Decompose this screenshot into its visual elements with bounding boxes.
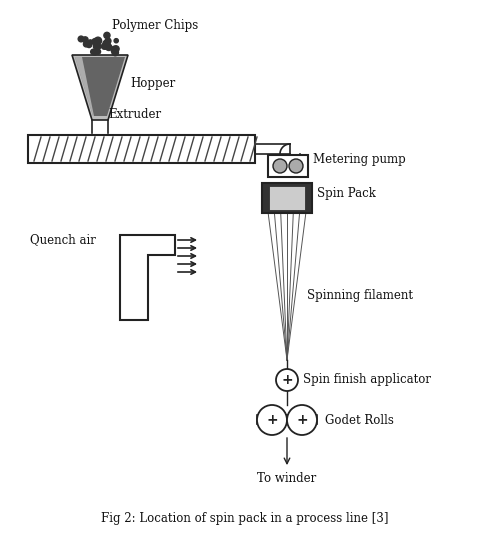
Circle shape xyxy=(289,159,303,173)
Text: Godet Rolls: Godet Rolls xyxy=(325,413,394,427)
Circle shape xyxy=(103,40,110,47)
Circle shape xyxy=(91,49,96,54)
Bar xyxy=(257,415,317,424)
Circle shape xyxy=(95,37,101,44)
Circle shape xyxy=(257,405,287,435)
Circle shape xyxy=(88,40,93,45)
Circle shape xyxy=(287,405,317,435)
Polygon shape xyxy=(120,235,175,320)
Text: +: + xyxy=(281,373,293,387)
Text: Hopper: Hopper xyxy=(130,76,175,90)
Bar xyxy=(268,155,308,177)
Bar xyxy=(269,186,305,210)
Circle shape xyxy=(112,46,117,52)
Circle shape xyxy=(82,37,88,43)
Polygon shape xyxy=(75,57,94,116)
Circle shape xyxy=(114,38,118,43)
Text: +: + xyxy=(266,413,278,427)
Text: Fig 2: Location of spin pack in a process line [3]: Fig 2: Location of spin pack in a proces… xyxy=(101,512,389,525)
Polygon shape xyxy=(75,57,125,116)
Circle shape xyxy=(273,159,287,173)
Text: Metering pump: Metering pump xyxy=(313,153,406,167)
Circle shape xyxy=(276,369,298,391)
Circle shape xyxy=(83,42,89,47)
Circle shape xyxy=(94,43,101,50)
Text: Quench air: Quench air xyxy=(30,233,96,247)
Circle shape xyxy=(78,36,84,42)
Text: Extruder: Extruder xyxy=(108,108,161,122)
Text: Spin Pack: Spin Pack xyxy=(317,186,376,200)
Circle shape xyxy=(93,51,97,55)
Text: Spinning filament: Spinning filament xyxy=(307,288,413,302)
Text: +: + xyxy=(296,413,308,427)
Circle shape xyxy=(104,33,110,38)
Circle shape xyxy=(112,49,119,56)
Circle shape xyxy=(103,42,111,49)
Circle shape xyxy=(106,44,112,51)
Bar xyxy=(262,183,312,213)
Circle shape xyxy=(101,43,107,49)
Bar xyxy=(28,135,255,163)
Circle shape xyxy=(86,42,92,48)
Circle shape xyxy=(113,46,119,52)
Circle shape xyxy=(96,49,100,54)
Text: To winder: To winder xyxy=(257,472,317,484)
Circle shape xyxy=(111,48,118,53)
Text: Spin finish applicator: Spin finish applicator xyxy=(303,373,431,387)
Text: Polymer Chips: Polymer Chips xyxy=(112,19,198,32)
Circle shape xyxy=(105,38,111,44)
Polygon shape xyxy=(72,55,128,120)
Circle shape xyxy=(92,38,98,45)
